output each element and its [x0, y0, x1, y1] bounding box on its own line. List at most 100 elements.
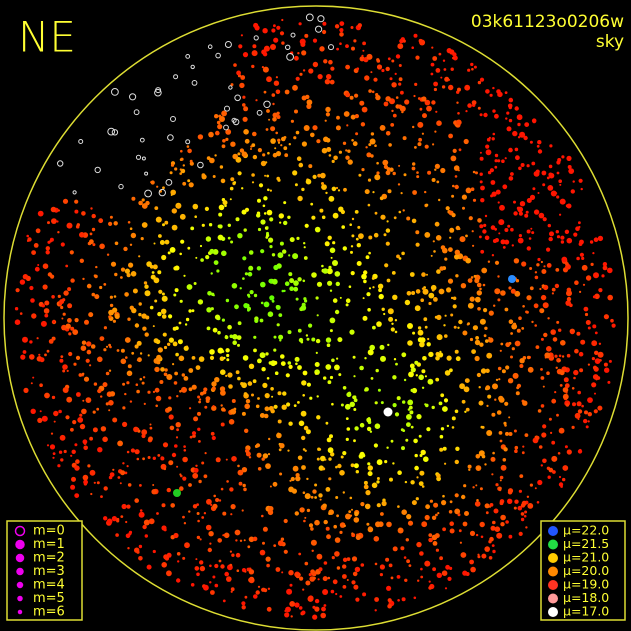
star — [66, 396, 73, 403]
star — [415, 230, 420, 235]
star — [362, 592, 367, 597]
star — [474, 278, 480, 284]
star — [244, 403, 250, 410]
frame-id: 03k61123o0206w — [471, 12, 624, 32]
star — [576, 331, 581, 336]
star — [398, 527, 401, 530]
star — [336, 47, 339, 51]
star — [345, 513, 351, 520]
star — [122, 382, 126, 386]
star — [388, 143, 392, 147]
star — [113, 295, 117, 298]
star — [471, 100, 477, 105]
star — [271, 93, 276, 97]
star — [312, 174, 317, 179]
star — [590, 262, 594, 266]
star — [272, 152, 278, 158]
star — [221, 237, 225, 241]
star — [314, 606, 320, 612]
star — [303, 246, 306, 249]
star — [266, 563, 270, 568]
star — [196, 535, 201, 540]
star — [351, 139, 354, 142]
star — [214, 377, 220, 383]
star — [384, 263, 389, 268]
star — [526, 198, 532, 203]
star — [30, 298, 35, 303]
star — [413, 596, 417, 600]
star — [463, 138, 469, 145]
star — [188, 510, 191, 513]
star — [233, 181, 237, 184]
unmatched-star — [191, 80, 198, 86]
star — [335, 186, 339, 190]
star — [397, 183, 401, 186]
star — [353, 375, 356, 378]
star — [555, 366, 558, 369]
star — [502, 458, 507, 462]
star — [216, 120, 221, 125]
star — [30, 408, 36, 414]
star — [322, 268, 329, 274]
star — [301, 380, 307, 386]
unmatched-star — [290, 32, 296, 38]
star — [368, 526, 373, 531]
star — [428, 580, 431, 583]
star — [194, 566, 200, 571]
star — [345, 155, 350, 160]
unmatched-star — [57, 160, 64, 167]
star — [179, 299, 183, 303]
star — [230, 513, 233, 516]
star — [22, 350, 27, 354]
star — [390, 576, 394, 580]
star — [332, 579, 338, 585]
star — [561, 256, 568, 263]
star — [262, 453, 269, 459]
star — [561, 355, 565, 358]
star — [532, 187, 536, 191]
star — [362, 41, 366, 46]
star — [78, 373, 83, 377]
star — [482, 283, 486, 287]
star — [321, 147, 328, 154]
star — [174, 371, 179, 376]
star — [43, 308, 50, 314]
star — [276, 115, 281, 119]
star — [490, 525, 496, 531]
star — [540, 404, 545, 408]
star — [535, 435, 540, 440]
star — [46, 349, 50, 353]
legend-marker — [548, 566, 558, 577]
star — [281, 18, 284, 22]
star — [360, 502, 365, 507]
star — [495, 378, 499, 382]
star — [315, 296, 319, 300]
star — [226, 480, 229, 483]
star — [269, 485, 272, 488]
star — [446, 565, 449, 569]
star — [325, 421, 329, 425]
star — [156, 360, 161, 365]
star — [521, 451, 525, 455]
star — [199, 398, 202, 401]
star — [79, 258, 85, 263]
star — [203, 512, 207, 515]
star — [182, 181, 187, 186]
star — [340, 455, 344, 459]
star — [276, 176, 281, 181]
star — [306, 103, 312, 109]
unmatched-star — [129, 93, 137, 101]
star — [514, 106, 519, 111]
star — [122, 421, 128, 427]
star — [173, 489, 181, 497]
star — [183, 445, 186, 448]
star — [278, 213, 284, 219]
star — [188, 182, 194, 188]
star — [167, 251, 171, 255]
star — [112, 319, 116, 323]
star — [565, 391, 568, 394]
star — [435, 68, 441, 73]
star — [449, 227, 455, 233]
star — [239, 148, 245, 153]
star — [93, 382, 98, 386]
